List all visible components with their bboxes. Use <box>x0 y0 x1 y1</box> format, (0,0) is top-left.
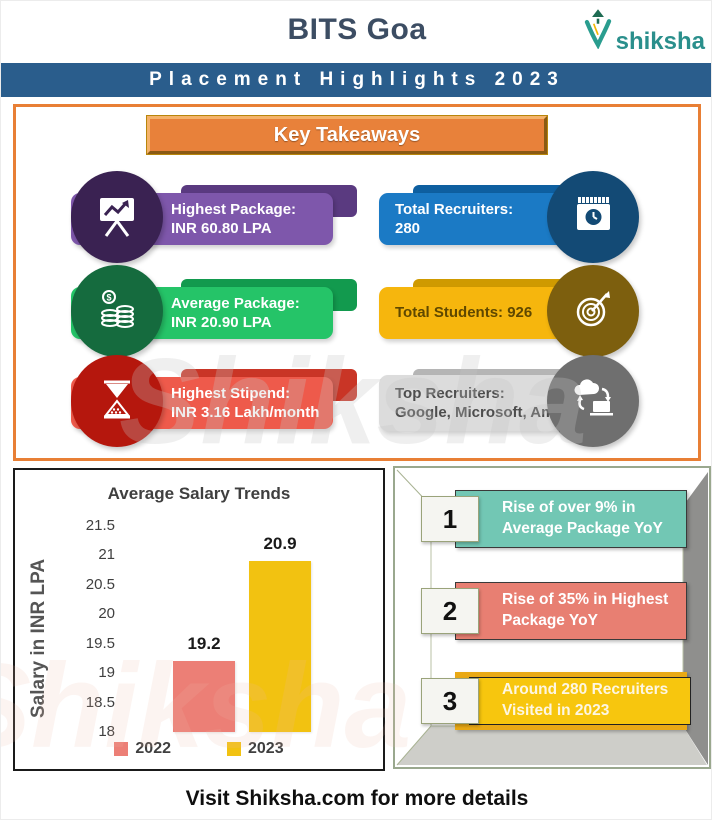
stat-total-recruiters: Total Recruiters: 280 <box>379 171 641 263</box>
highlight-text: Rise of 35% in Highest Package YoY <box>502 591 669 629</box>
y-tick-label: 19 <box>98 664 115 682</box>
chart-plot-area: 19.2 20.9 <box>15 470 383 769</box>
highlight-text: Around 280 Recruiters Visited in 2023 <box>502 681 669 719</box>
y-tick-label: 18.5 <box>85 693 115 711</box>
highlight-number-label: 2 <box>442 595 458 626</box>
key-takeaways-header: Key Takeaways <box>146 115 548 155</box>
highlight-box-3-inner: Around 280 Recruiters Visited in 2023 <box>469 677 691 725</box>
stat-icon-circle <box>71 171 163 263</box>
stat-label: Average Package: <box>171 294 300 312</box>
highlight-box-3: Around 280 Recruiters Visited in 2023 <box>455 672 691 730</box>
highlight-number-label: 1 <box>442 503 458 534</box>
stat-icon-circle <box>547 171 639 263</box>
stat-ribbon: Top Recruiters: Google, Microsoft, Amazo… <box>379 375 589 431</box>
highlight-box-1: Rise of over 9% in Average Package YoY <box>455 490 687 548</box>
y-tick-label: 18 <box>98 723 115 740</box>
y-tick-label: 20.5 <box>85 575 115 593</box>
stat-value: INR 3.16 Lakh/month <box>171 404 320 421</box>
calendar-clock-icon <box>569 191 617 244</box>
stat-top-recruiters: Top Recruiters: Google, Microsoft, Amazo… <box>379 355 641 447</box>
stat-label: Top Recruiters: <box>395 384 505 402</box>
y-tick-label: 21.5 <box>85 517 115 534</box>
salary-trends-chart: Average Salary Trends Salary in INR LPA … <box>13 468 385 771</box>
stat-icon-circle: $ <box>71 265 163 357</box>
stat-highest-package: Highest Package: INR 60.80 LPA <box>71 171 357 263</box>
bar-2023 <box>249 561 311 732</box>
stat-icon-circle <box>547 265 639 357</box>
stat-icon-circle <box>547 355 639 447</box>
coins-icon: $ <box>93 285 141 338</box>
bar-value-label: 20.9 <box>263 534 297 554</box>
legend-label: 2022 <box>135 740 171 757</box>
bar-2022 <box>173 661 235 732</box>
legend-swatch <box>227 742 241 756</box>
legend-item-2023: 2023 <box>227 740 284 758</box>
legend-label: 2023 <box>248 740 284 757</box>
stat-label: Total Students: 926 <box>395 304 533 322</box>
y-tick-label: 19.5 <box>85 634 115 652</box>
highlights-panel: Rise of over 9% in Average Package YoY 1… <box>393 466 711 769</box>
stat-value: INR 20.90 LPA <box>171 314 272 331</box>
y-tick-label: 20 <box>98 605 115 623</box>
shiksha-logo: shiksha <box>581 7 705 54</box>
stat-value: Google, Microsoft, Amazon <box>395 404 589 421</box>
chart-title: Average Salary Trends <box>107 484 291 503</box>
page-title: BITS Goa <box>287 13 427 46</box>
highlight-box-2: Rise of 35% in Highest Package YoY <box>455 582 687 640</box>
stat-total-students: Total Students: 926 <box>379 265 641 357</box>
highlight-number-label: 3 <box>442 685 458 716</box>
chart-legend: 2022 2023 <box>15 740 383 758</box>
bar-value-label: 19.2 <box>187 634 221 654</box>
svg-text:$: $ <box>106 292 111 302</box>
stat-value: INR 60.80 LPA <box>171 220 272 237</box>
banner-placement-highlights: Placement Highlights 2023 <box>1 63 711 97</box>
legend-swatch <box>114 742 129 756</box>
target-icon <box>569 285 617 338</box>
presentation-chart-icon <box>93 191 141 244</box>
stat-label: Highest Stipend: <box>171 384 291 402</box>
y-tick-label: 21 <box>98 546 115 564</box>
stat-label: Total Recruiters: <box>395 200 514 218</box>
highlight-number-2: 2 <box>421 588 479 634</box>
stat-ribbon: Total Recruiters: 280 <box>379 193 569 245</box>
stat-icon-circle <box>71 355 163 447</box>
stat-ribbon: Total Students: 926 <box>379 287 569 339</box>
shiksha-bird-icon <box>581 7 615 54</box>
stat-label: Highest Package: <box>171 200 297 218</box>
footer-text: Visit Shiksha.com for more details <box>185 787 529 810</box>
stat-highest-stipend: Highest Stipend: INR 3.16 Lakh/month <box>71 355 357 447</box>
highlight-text: Rise of over 9% in Average Package YoY <box>502 499 663 537</box>
stat-average-package: Average Package: INR 20.90 LPA $ <box>71 265 357 357</box>
hourglass-icon <box>93 375 141 428</box>
legend-item-2022: 2022 <box>114 740 171 758</box>
chart-y-ticks: 21.5 21 20.5 20 19.5 19 18.5 18 <box>15 470 383 769</box>
stat-value: 280 <box>395 220 421 237</box>
highlight-number-1: 1 <box>421 496 479 542</box>
highlight-number-3: 3 <box>421 678 479 724</box>
logo-wordmark: shiksha <box>615 28 705 55</box>
cloud-sync-icon <box>569 375 617 428</box>
